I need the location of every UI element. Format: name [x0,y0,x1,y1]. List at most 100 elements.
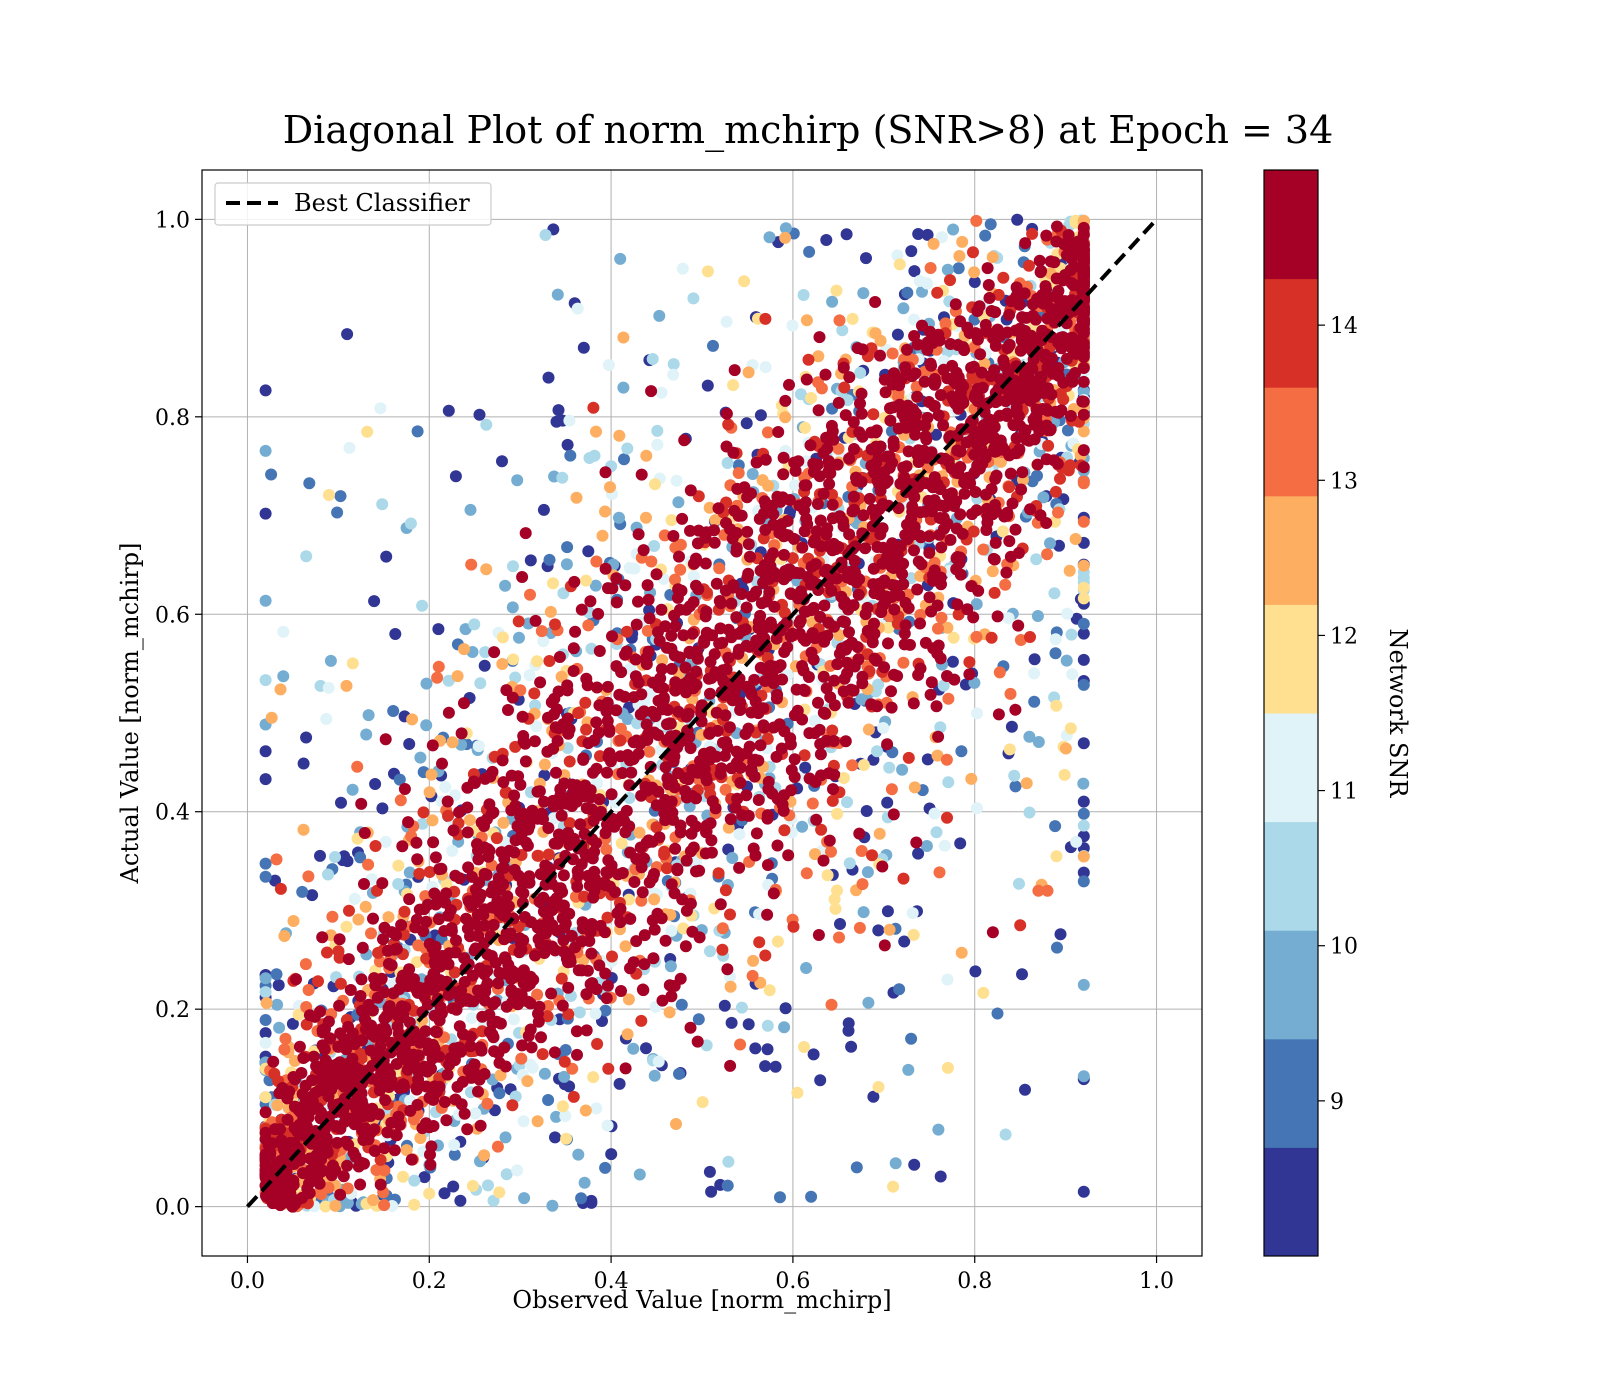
scatter-point [575,603,588,616]
scatter-point [997,354,1010,367]
scatter-point [667,755,680,768]
scatter-point [970,630,983,643]
scatter-point [394,794,407,807]
scatter-point [423,1187,436,1200]
scatter-point [356,941,369,954]
scatter-point [613,511,625,524]
scatter-point [619,940,632,953]
scatter-point [812,376,824,389]
scatter-point [648,923,661,936]
scatter-point [369,979,382,992]
scatter-point [1041,884,1054,897]
scatter-point [303,1187,316,1200]
scatter-point [599,1004,612,1017]
scatter-point [745,765,758,778]
scatter-point [676,512,689,525]
scatter-point [771,839,784,852]
scatter-point [771,935,784,948]
scatter-point [364,1044,377,1057]
scatter-point [376,877,389,890]
scatter-point [1008,769,1021,782]
scatter-point [556,471,569,484]
scatter-point [461,826,474,839]
scatter-point [374,1178,387,1191]
scatter-point [668,781,681,794]
scatter-point [887,435,900,448]
scatter-point [665,662,678,675]
scatter-point [854,397,866,410]
scatter-point [610,596,623,609]
scatter-point [804,439,817,452]
scatter-point [411,853,424,866]
scatter-point [836,324,849,337]
scatter-point [1002,612,1015,625]
scatter-point [896,408,909,421]
scatter-point [752,615,765,628]
scatter-point [259,1027,272,1040]
scatter-point [307,1050,320,1063]
scatter-point [1077,737,1090,750]
scatter-point [665,990,678,1003]
scatter-point [722,651,735,664]
scatter-point [362,709,375,722]
scatter-point [638,929,651,942]
scatter-point [1049,515,1061,528]
scatter-point [877,498,889,511]
scatter-point [630,618,643,631]
scatter-point [380,1025,393,1038]
scatter-point [366,1059,379,1072]
scatter-point [754,409,767,422]
scatter-point [932,730,945,743]
scatter-point [825,845,837,858]
scatter-point [478,1068,491,1080]
scatter-point [534,676,547,689]
scatter-point [774,1191,786,1204]
scatter-point [708,536,721,549]
scatter-point [831,807,844,820]
scatter-point [349,1150,362,1163]
scatter-point [458,1107,471,1120]
scatter-point [300,550,313,563]
scatter-point [819,368,832,381]
scatter-point [296,885,309,898]
scatter-point [314,849,326,862]
scatter-point [935,541,948,554]
scatter-point [1065,276,1078,289]
scatter-point [331,506,344,519]
scatter-point [561,438,574,451]
scatter-point [744,550,756,563]
scatter-point [599,1161,612,1174]
scatter-point [846,312,859,325]
scatter-point [969,965,982,978]
scatter-point [782,849,795,862]
scatter-point [584,595,597,608]
scatter-point [343,904,355,917]
scatter-point [259,972,272,985]
scatter-point [562,981,575,994]
scatter-point [528,735,541,748]
scatter-point [519,755,532,768]
scatter-point [273,1087,286,1100]
scatter-point [732,467,745,479]
scatter-point [867,562,880,575]
scatter-point [730,611,743,624]
scatter-point [523,876,536,889]
scatter-point [803,772,816,785]
scatter-point [771,688,784,701]
scatter-point [366,1004,379,1017]
scatter-point [687,292,700,305]
scatter-point [487,1194,500,1207]
scatter-point [648,1069,661,1082]
scatter-point [901,286,914,299]
scatter-point [896,568,909,580]
scatter-point [1009,703,1022,716]
scatter-point [1044,537,1056,550]
scatter-point [885,560,898,573]
scatter-point [719,783,732,796]
scatter-point [944,274,956,287]
scatter-point [623,562,636,574]
scatter-point [634,841,647,854]
scatter-point [1009,447,1022,460]
scatter-point [715,762,728,775]
scatter-point [480,418,493,431]
